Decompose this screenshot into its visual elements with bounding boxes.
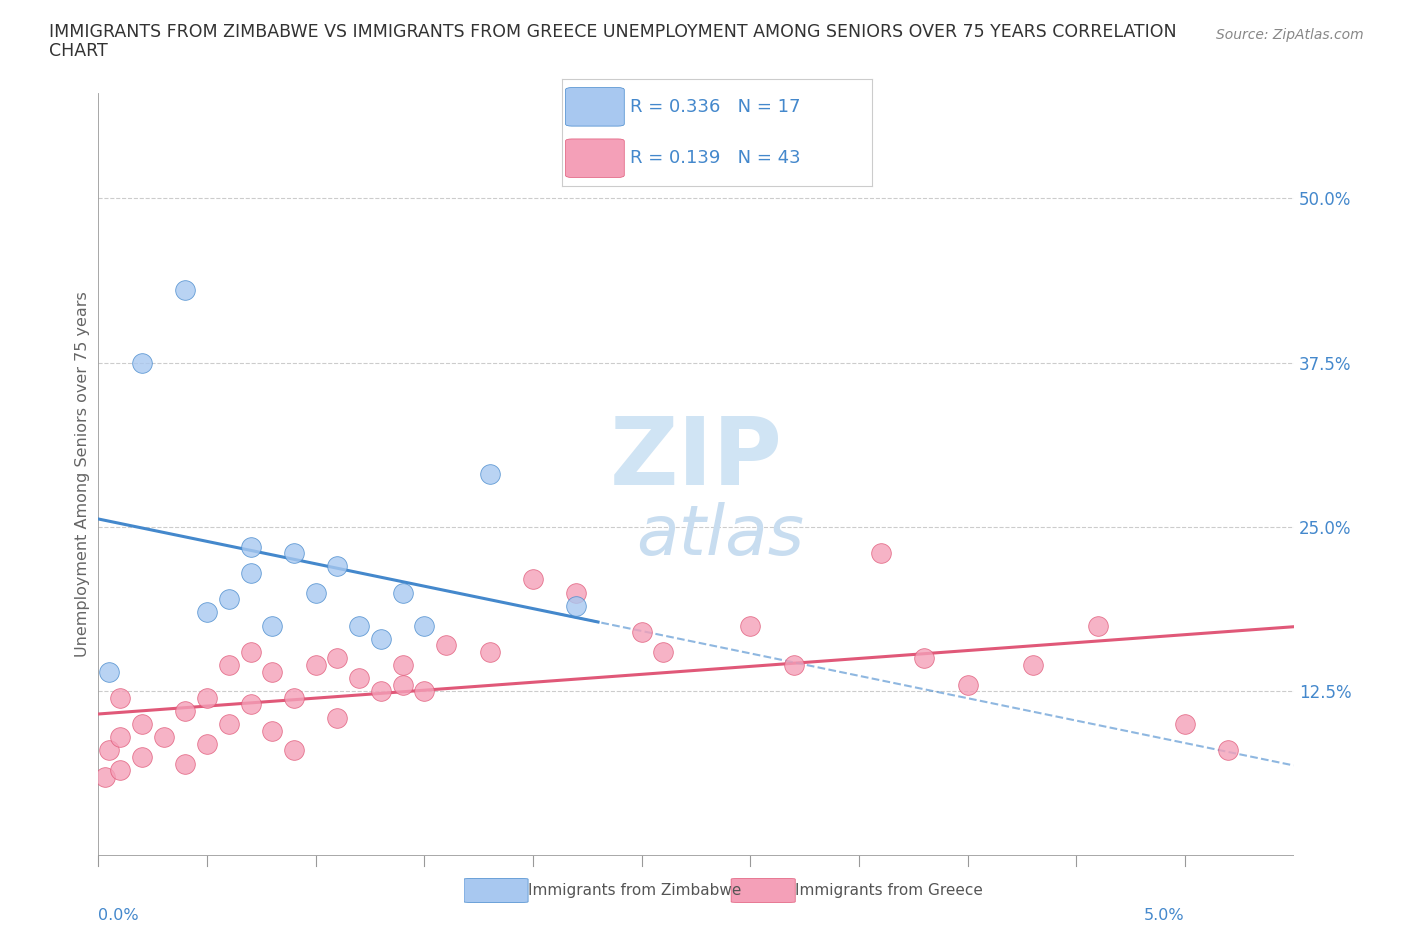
Point: [565, 585, 588, 600]
Point: [347, 618, 370, 633]
Point: [478, 467, 501, 482]
Point: [1022, 658, 1045, 672]
Point: [239, 697, 262, 711]
Point: [195, 737, 218, 751]
Point: [108, 730, 131, 745]
Point: [370, 631, 392, 646]
Point: [305, 658, 328, 672]
Text: Immigrants from Greece: Immigrants from Greece: [796, 883, 983, 898]
Point: [1087, 618, 1109, 633]
Point: [218, 591, 240, 606]
Text: CHART: CHART: [49, 42, 108, 60]
Point: [94, 769, 117, 784]
Point: [1174, 717, 1197, 732]
Point: [283, 690, 305, 705]
Point: [326, 559, 349, 574]
Y-axis label: Unemployment Among Seniors over 75 years: Unemployment Among Seniors over 75 years: [75, 291, 90, 658]
Point: [413, 618, 436, 633]
FancyBboxPatch shape: [565, 87, 624, 126]
Point: [152, 730, 174, 745]
Point: [174, 703, 197, 718]
Text: 0.0%: 0.0%: [98, 909, 139, 923]
Point: [262, 664, 284, 679]
Text: ZIP: ZIP: [610, 413, 782, 505]
Point: [262, 724, 284, 738]
Point: [218, 717, 240, 732]
Point: [195, 690, 218, 705]
Point: [262, 618, 284, 633]
Text: 5.0%: 5.0%: [1144, 909, 1185, 923]
Point: [174, 283, 197, 298]
Point: [630, 625, 652, 640]
Point: [912, 651, 935, 666]
Point: [283, 546, 305, 561]
Point: [131, 750, 153, 764]
Text: IMMIGRANTS FROM ZIMBABWE VS IMMIGRANTS FROM GREECE UNEMPLOYMENT AMONG SENIORS OV: IMMIGRANTS FROM ZIMBABWE VS IMMIGRANTS F…: [49, 23, 1177, 41]
Point: [370, 684, 392, 698]
Text: R = 0.336   N = 17: R = 0.336 N = 17: [630, 98, 801, 116]
Point: [283, 743, 305, 758]
Point: [305, 585, 328, 600]
Text: Source: ZipAtlas.com: Source: ZipAtlas.com: [1216, 28, 1364, 42]
Point: [174, 756, 197, 771]
Point: [413, 684, 436, 698]
Point: [131, 355, 153, 370]
Point: [1218, 743, 1240, 758]
Point: [239, 644, 262, 659]
Point: [218, 658, 240, 672]
Point: [869, 546, 891, 561]
Point: [239, 539, 262, 554]
Point: [108, 763, 131, 777]
Text: atlas: atlas: [636, 502, 804, 569]
Point: [98, 743, 121, 758]
Point: [391, 658, 413, 672]
Point: [391, 677, 413, 692]
FancyBboxPatch shape: [731, 879, 796, 902]
Point: [326, 711, 349, 725]
Point: [98, 664, 121, 679]
Point: [783, 658, 806, 672]
FancyBboxPatch shape: [565, 139, 624, 178]
Point: [956, 677, 979, 692]
Point: [652, 644, 675, 659]
FancyBboxPatch shape: [464, 879, 529, 902]
Point: [131, 717, 153, 732]
Point: [478, 644, 501, 659]
Point: [565, 598, 588, 613]
Text: R = 0.139   N = 43: R = 0.139 N = 43: [630, 149, 801, 167]
Point: [326, 651, 349, 666]
Point: [391, 585, 413, 600]
Point: [195, 604, 218, 619]
Point: [740, 618, 762, 633]
Point: [347, 671, 370, 685]
Text: Immigrants from Zimbabwe: Immigrants from Zimbabwe: [529, 883, 741, 898]
Point: [434, 638, 457, 653]
Point: [522, 572, 544, 587]
Point: [239, 565, 262, 580]
Point: [108, 690, 131, 705]
